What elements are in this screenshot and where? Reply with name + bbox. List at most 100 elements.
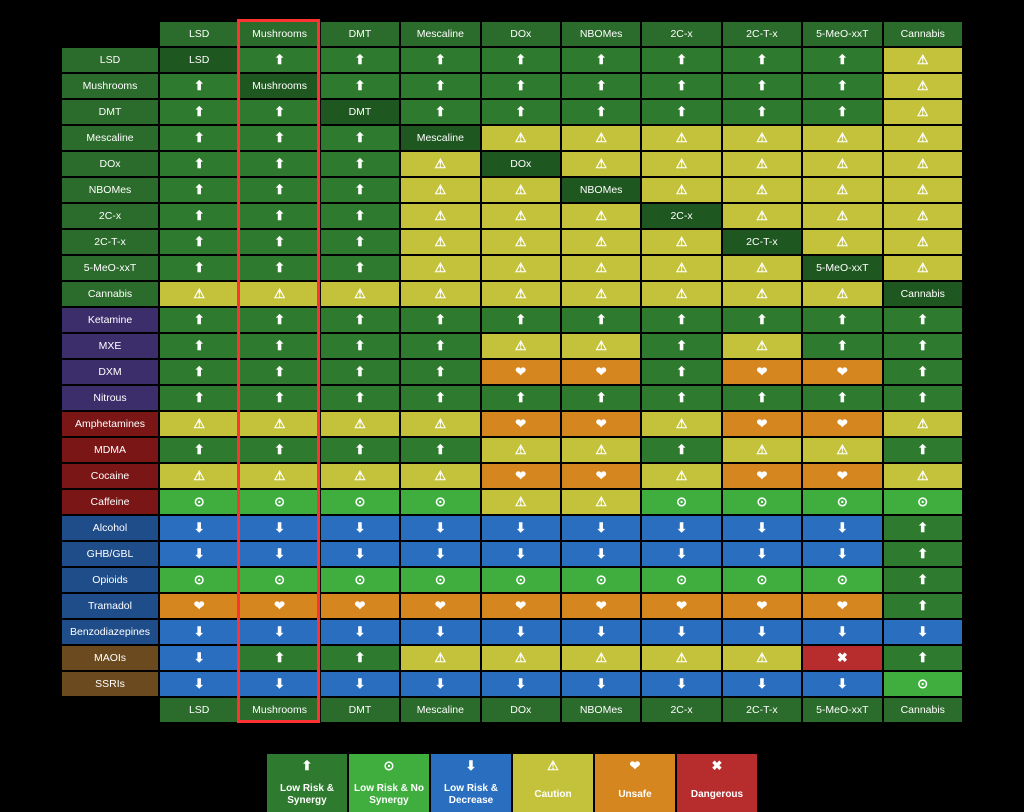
- warn-icon: ⚠: [435, 156, 447, 171]
- col-header: LSD: [160, 22, 238, 46]
- x-icon: ✖: [837, 650, 848, 665]
- cell-nosyn: ⊙: [240, 568, 318, 592]
- up-icon: ⬆: [274, 52, 285, 67]
- cell-cau: ⚠: [884, 464, 962, 488]
- cell-uns: ❤: [160, 594, 238, 618]
- cell-syn: ⬆: [321, 204, 399, 228]
- cell-syn: ⬆: [240, 48, 318, 72]
- cell-nosyn: ⊙: [401, 568, 479, 592]
- up-icon: ⬆: [435, 442, 446, 457]
- cell-dec: ⬇: [562, 620, 640, 644]
- col-footer: 2C-T-x: [723, 698, 801, 722]
- up-icon: ⬆: [194, 442, 205, 457]
- cell-cau: ⚠: [562, 230, 640, 254]
- warn-icon: ⚠: [917, 468, 929, 483]
- down-icon: ⬇: [837, 676, 848, 691]
- row-header: GHB/GBL: [62, 542, 158, 566]
- warn-icon: ⚠: [676, 182, 688, 197]
- cell-syn: ⬆: [321, 360, 399, 384]
- cell-syn: ⬆: [562, 48, 640, 72]
- cell-syn: ⬆: [482, 100, 560, 124]
- cell-cau: ⚠: [401, 412, 479, 436]
- cell-syn: ⬆: [160, 386, 238, 410]
- blank-corner-bottom: [62, 698, 158, 722]
- up-icon: ⬆: [355, 208, 366, 223]
- col-footer: Cannabis: [884, 698, 962, 722]
- warn-icon: ⚠: [515, 494, 527, 509]
- warn-icon: ⚠: [917, 260, 929, 275]
- warn-icon: ⚠: [917, 104, 929, 119]
- cell-cau: ⚠: [723, 282, 801, 306]
- row-header: Mushrooms: [62, 74, 158, 98]
- warn-icon: ⚠: [193, 416, 205, 431]
- cell-uns: ❤: [723, 464, 801, 488]
- row-header: Cocaine: [62, 464, 158, 488]
- cell-syn: ⬆: [642, 308, 720, 332]
- cell-self: DOx: [482, 152, 560, 176]
- cell-syn: ⬆: [803, 48, 881, 72]
- up-icon: ⬆: [274, 442, 285, 457]
- cell-uns: ❤: [562, 412, 640, 436]
- cell-syn: ⬆: [321, 230, 399, 254]
- warn-icon: ⚠: [676, 156, 688, 171]
- cell-syn: ⬆: [482, 386, 560, 410]
- cell-nosyn: ⊙: [321, 490, 399, 514]
- up-icon: ⬆: [274, 364, 285, 379]
- cell-syn: ⬆: [723, 74, 801, 98]
- cell-syn: ⬆: [401, 100, 479, 124]
- cell-syn: ⬆: [160, 74, 238, 98]
- down-icon: ⬇: [515, 624, 526, 639]
- x-icon: ✖: [677, 754, 757, 778]
- cell-uns: ❤: [803, 360, 881, 384]
- cell-syn: ⬆: [642, 48, 720, 72]
- col-header: 2C-T-x: [723, 22, 801, 46]
- cell-cau: ⚠: [884, 230, 962, 254]
- cell-dec: ⬇: [321, 620, 399, 644]
- row-header: Benzodiazepines: [62, 620, 158, 644]
- cell-cau: ⚠: [723, 178, 801, 202]
- dot-icon: ⊙: [274, 572, 285, 587]
- cell-syn: ⬆: [240, 126, 318, 150]
- up-icon: ⬆: [676, 442, 687, 457]
- up-icon: ⬆: [515, 104, 526, 119]
- cell-cau: ⚠: [562, 126, 640, 150]
- cell-syn: ⬆: [562, 386, 640, 410]
- cell-cau: ⚠: [240, 412, 318, 436]
- legend-label: Dangerous: [677, 778, 757, 812]
- dot-icon: ⊙: [355, 494, 366, 509]
- cell-uns: ❤: [803, 412, 881, 436]
- warn-icon: ⚠: [354, 416, 366, 431]
- cell-nosyn: ⊙: [803, 568, 881, 592]
- warn-icon: ⚠: [676, 416, 688, 431]
- up-icon: ⬆: [435, 78, 446, 93]
- cell-cau: ⚠: [642, 646, 720, 670]
- up-icon: ⬆: [355, 650, 366, 665]
- dot-icon: ⊙: [756, 572, 767, 587]
- legend-label: Low Risk & Synergy: [267, 778, 347, 812]
- warn-icon: ⚠: [836, 156, 848, 171]
- cell-syn: ⬆: [642, 334, 720, 358]
- warn-icon: ⚠: [917, 78, 929, 93]
- down-icon: ⬇: [515, 676, 526, 691]
- up-icon: ⬆: [194, 130, 205, 145]
- cell-uns: ❤: [562, 464, 640, 488]
- up-icon: ⬆: [917, 312, 928, 327]
- up-icon: ⬆: [837, 390, 848, 405]
- up-icon: ⬆: [837, 78, 848, 93]
- dot-icon: ⊙: [917, 676, 928, 691]
- down-icon: ⬇: [274, 624, 285, 639]
- cell-dec: ⬇: [642, 542, 720, 566]
- col-footer: NBOMes: [562, 698, 640, 722]
- up-icon: ⬆: [355, 78, 366, 93]
- warn-icon: ⚠: [917, 208, 929, 223]
- cell-nosyn: ⊙: [160, 568, 238, 592]
- down-icon: ⬇: [756, 624, 767, 639]
- cell-nosyn: ⊙: [562, 568, 640, 592]
- warn-icon: ⚠: [435, 182, 447, 197]
- cell-syn: ⬆: [321, 308, 399, 332]
- down-icon: ⬇: [917, 624, 928, 639]
- cell-syn: ⬆: [884, 542, 962, 566]
- cell-cau: ⚠: [562, 282, 640, 306]
- down-icon: ⬇: [435, 676, 446, 691]
- cell-nosyn: ⊙: [482, 568, 560, 592]
